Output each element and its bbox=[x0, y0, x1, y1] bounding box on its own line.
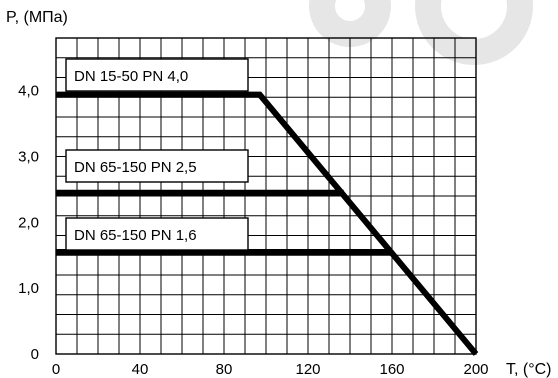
x-axis-label: T, (°C) bbox=[506, 361, 552, 378]
series-labels: DN 15-50 PN 4,0 DN 65-150 PN 2,5 DN 65-150… bbox=[65, 58, 249, 251]
x-tick-label: 40 bbox=[132, 361, 149, 378]
series-line-1 bbox=[56, 91, 479, 356]
series-label-box bbox=[65, 58, 249, 92]
y-tick-label: 0 bbox=[31, 346, 39, 363]
series-label: DN 65-150 PN 1,6 bbox=[74, 227, 197, 244]
x-tick-label: 0 bbox=[52, 361, 60, 378]
y-tick-label: 3,0 bbox=[18, 149, 39, 166]
y-axis-label: P, (МПа) bbox=[6, 9, 68, 26]
series-label-box bbox=[65, 217, 249, 251]
series-label: DN 65-150 PN 2,5 bbox=[74, 159, 197, 176]
y-tick-label: 2,0 bbox=[18, 214, 39, 231]
plot-frame bbox=[55, 37, 477, 355]
x-tick-label: 80 bbox=[216, 361, 233, 378]
y-tick-label: 4,0 bbox=[18, 83, 39, 100]
tick-labels: 0 40 80 120 160 200 0 1,0 2,0 3,0 4,0 bbox=[18, 83, 488, 378]
series-label: DN 15-50 PN 4,0 bbox=[74, 68, 188, 85]
x-tick-label: 200 bbox=[463, 361, 488, 378]
y-tick-label: 1,0 bbox=[18, 280, 39, 297]
x-tick-label: 160 bbox=[379, 361, 404, 378]
x-tick-label: 120 bbox=[295, 361, 320, 378]
watermark-logo bbox=[309, 0, 533, 65]
series-lines bbox=[56, 91, 479, 356]
series-label-box bbox=[65, 149, 249, 183]
